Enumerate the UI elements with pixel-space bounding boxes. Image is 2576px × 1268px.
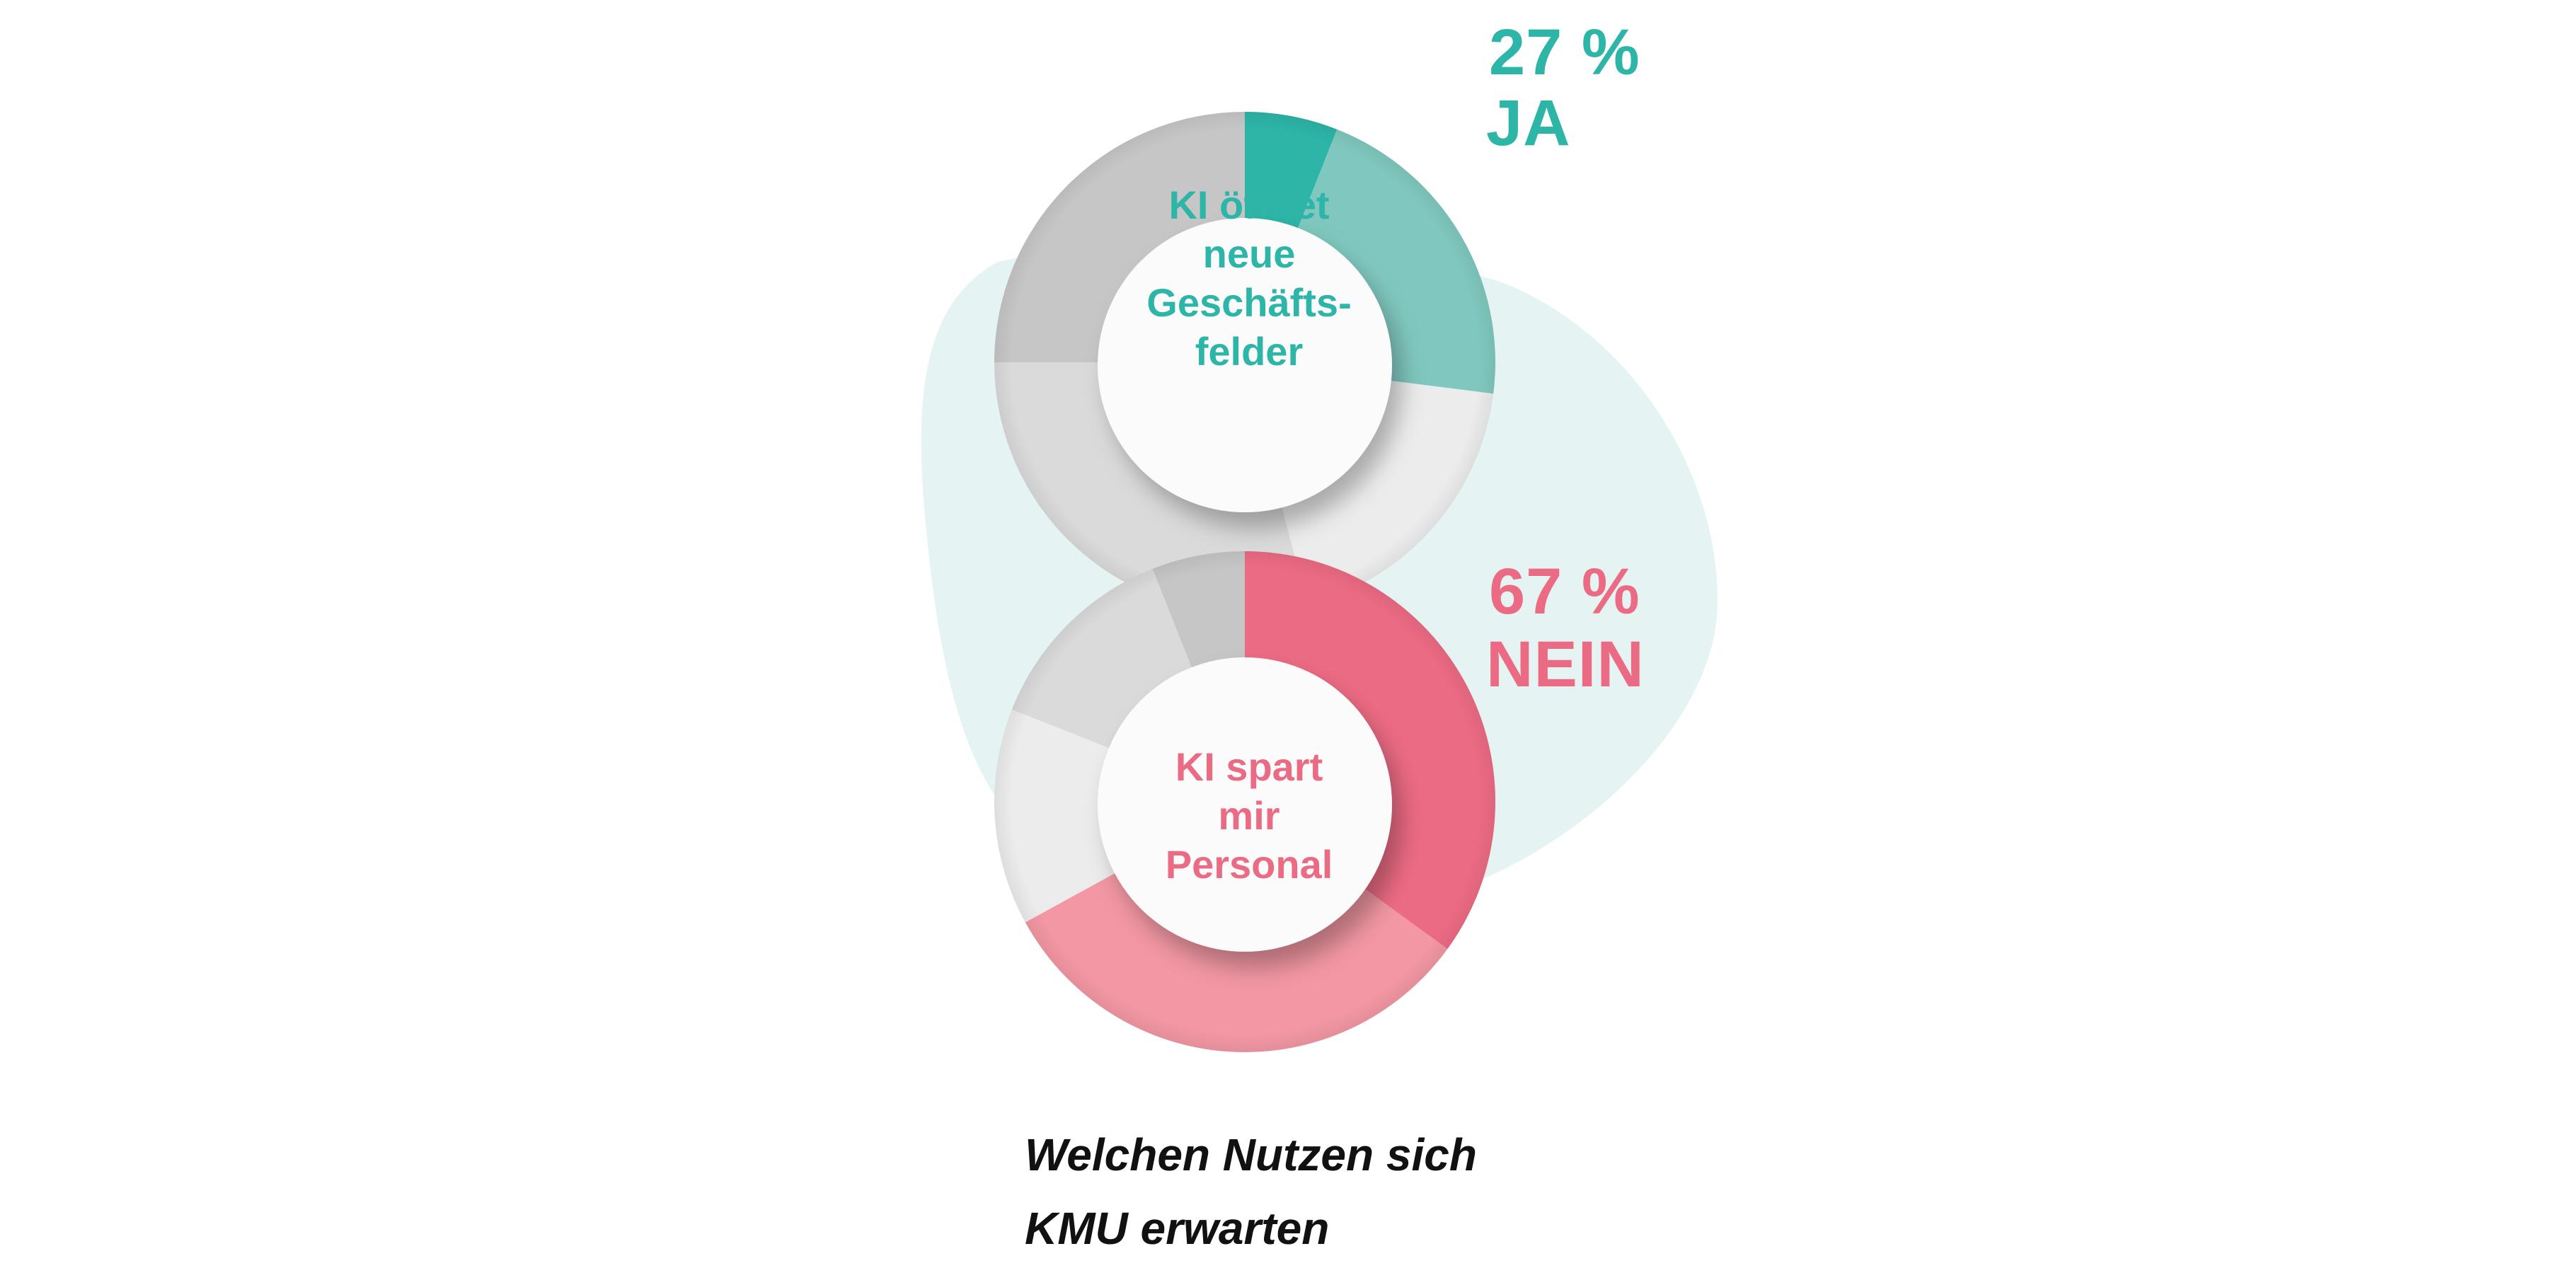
- center-label-line: neue: [1202, 231, 1296, 276]
- center-label-line: Personal: [1165, 842, 1333, 887]
- center-label-geschaeftsfelder: KI öffnet neue Geschäfts- felder: [1122, 180, 1376, 376]
- center-label-line: Geschäfts-: [1146, 280, 1352, 325]
- caption-line-1: Welchen Nutzen sich: [1025, 1129, 1477, 1180]
- headline-value-nein: 67 %: [1489, 555, 1640, 628]
- center-label-line: mir: [1218, 793, 1280, 838]
- donut-chart-personal: [994, 551, 1495, 1052]
- center-label-line: KI spart: [1175, 744, 1323, 789]
- headline-label-nein: NEIN: [1486, 628, 1645, 701]
- center-label-personal: KI spart mir Personal: [1122, 742, 1376, 889]
- donut-chart-geschaeftsfelder: [994, 112, 1495, 613]
- headline-value-ja: 27 %: [1489, 16, 1640, 88]
- donut-center-disc: [1098, 218, 1392, 512]
- donut-center-disc: [1098, 657, 1392, 952]
- headline-label-ja: JA: [1486, 87, 1571, 159]
- caption-line-2: KMU erwarten: [1025, 1203, 1330, 1254]
- center-label-line: KI öffnet: [1168, 183, 1330, 227]
- center-label-line: felder: [1195, 329, 1304, 374]
